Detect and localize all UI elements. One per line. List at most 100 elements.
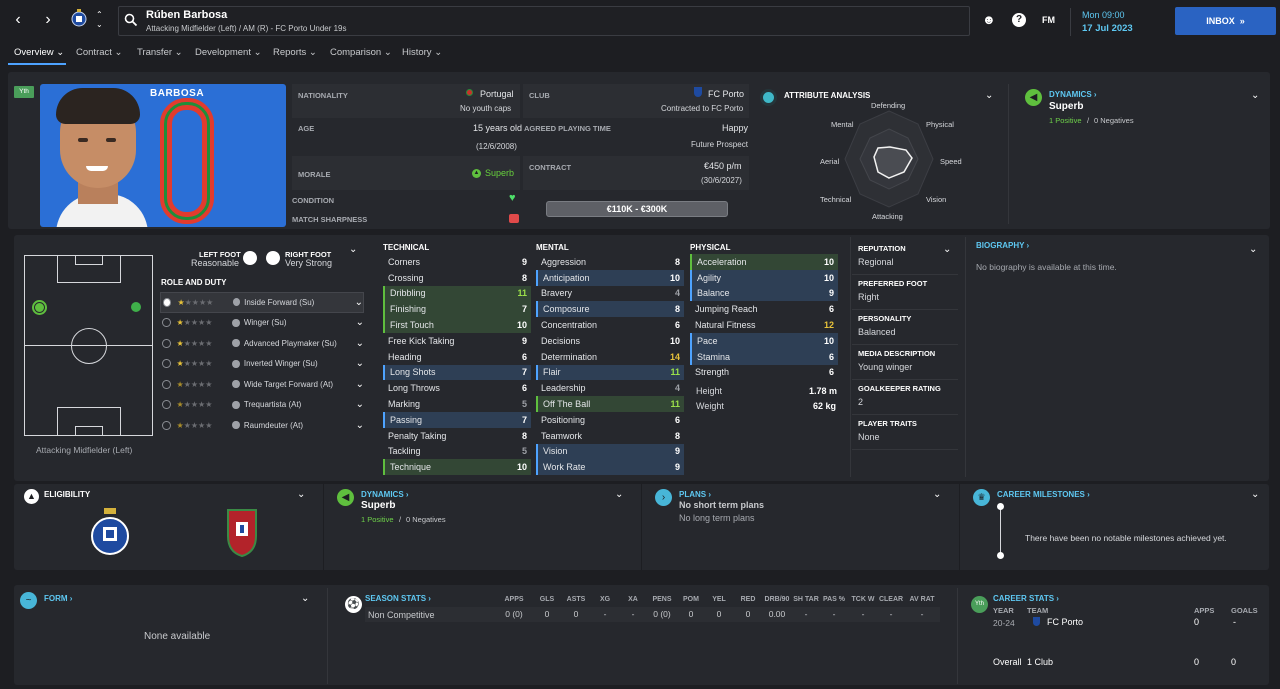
attribute-row-tackling[interactable]: Tackling 5 [383,444,531,460]
season-stat-header[interactable]: AV RAT [909,596,935,603]
attribute-row-first-touch[interactable]: First Touch 10 [383,317,531,333]
attribute-row-jumping-reach[interactable]: Jumping Reach 6 [690,301,838,317]
role-chevron-icon[interactable]: ⌄ [355,358,364,370]
season-stat-header[interactable]: PAS % [822,596,846,603]
season-stat-header[interactable]: CLEAR [878,596,904,603]
role-radio-icon[interactable] [162,359,171,369]
player-search-box[interactable] [118,6,970,36]
info-icon[interactable] [232,400,240,409]
feet-chevron-icon[interactable]: ⌄ [349,244,358,255]
tab-contract[interactable]: Contract ⌄ [76,47,123,58]
role-chevron-icon[interactable]: ⌄ [355,419,364,431]
role-row[interactable]: ★★★★★ Advanced Playmaker (Su) ⌄ [160,333,364,354]
plans-title[interactable]: PLANS › [679,490,712,499]
role-radio-icon[interactable] [162,400,171,410]
season-stat-header[interactable]: POM [683,596,699,603]
season-stat-header[interactable]: GLS [539,596,555,603]
info-icon[interactable] [232,339,240,348]
attribute-row-long-throws[interactable]: Long Throws 6 [383,380,531,396]
role-chevron-icon[interactable]: ⌄ [355,399,364,411]
attribute-row-strength[interactable]: Strength 6 [690,365,838,381]
info-icon[interactable] [232,318,240,327]
attribute-row-corners[interactable]: Corners 9 [383,254,531,270]
season-stat-header[interactable]: DRB/90 [764,596,790,603]
form-chevron-icon[interactable]: ⌄ [301,593,310,604]
club-value[interactable]: FC Porto [708,89,745,99]
attribute-row-marking[interactable]: Marking 5 [383,396,531,412]
forward-icon[interactable]: › [45,11,51,28]
help-icon[interactable]: ? [1012,13,1026,27]
attribute-row-balance[interactable]: Balance 9 [690,285,838,302]
fc-porto-crest-icon[interactable] [90,506,130,558]
role-radio-icon[interactable] [162,420,171,430]
season-stats-title[interactable]: SEASON STATS › [365,594,431,603]
attribute-row-bravery[interactable]: Bravery 4 [536,286,684,302]
attribute-row-crossing[interactable]: Crossing 8 [383,270,531,286]
role-radio-icon[interactable] [162,318,171,328]
attribute-row-off-the-ball[interactable]: Off The Ball 11 [536,396,684,412]
primary-position-marker[interactable] [32,300,47,315]
tab-overview[interactable]: Overview ⌄ [14,47,65,58]
season-stat-header[interactable]: SH TAR [793,596,819,603]
role-row[interactable]: ★★★★★ Wide Target Forward (At) ⌄ [160,374,364,395]
biography-title[interactable]: BIOGRAPHY › [976,241,1030,250]
attribute-row-work-rate[interactable]: Work Rate 9 [536,459,684,476]
role-radio-icon[interactable] [162,379,171,389]
season-stat-header[interactable]: XG [599,596,611,603]
fm-menu-button[interactable]: FM [1042,15,1055,25]
dynamics-top-title[interactable]: DYNAMICS › [1049,90,1097,99]
plans-chevron-icon[interactable]: ⌄ [933,489,942,500]
tab-transfer[interactable]: Transfer ⌄ [137,47,183,58]
form-title[interactable]: FORM › [44,594,73,603]
attribute-row-passing[interactable]: Passing 7 [383,411,531,428]
chevron-up-icon[interactable]: ⌃ [96,10,103,19]
role-chevron-icon[interactable]: ⌄ [355,317,364,329]
inbox-button[interactable]: INBOX » [1175,7,1276,35]
info-icon[interactable] [232,421,240,430]
season-stat-header[interactable]: RED [740,596,756,603]
career-milestones-title[interactable]: CAREER MILESTONES › [997,490,1090,499]
season-stat-header[interactable]: ASTS [566,596,586,603]
attribute-row-teamwork[interactable]: Teamwork 8 [536,428,684,444]
attribute-row-technique[interactable]: Technique 10 [383,459,531,476]
details-chevron-icon[interactable]: ⌄ [943,244,952,255]
season-stat-header[interactable]: YEL [712,596,726,603]
dynamics-mid-chevron-icon[interactable]: ⌄ [615,489,624,500]
info-icon[interactable] [232,298,241,307]
nationality-value[interactable]: Portugal [480,89,514,99]
date-display[interactable] [1070,8,1162,36]
attribute-row-determination[interactable]: Determination 14 [536,349,684,365]
role-chevron-icon[interactable]: ⌄ [355,378,364,390]
info-icon[interactable] [232,380,240,389]
attribute-row-finishing[interactable]: Finishing 7 [383,301,531,318]
season-stat-header[interactable]: APPS [504,596,524,603]
tab-development[interactable]: Development ⌄ [195,47,262,58]
secondary-position-marker[interactable] [131,302,141,312]
attribute-row-acceleration[interactable]: Acceleration 10 [690,254,838,270]
role-row[interactable]: ★★★★★ Inside Forward (Su) ⌄ [160,292,364,313]
tab-reports[interactable]: Reports ⌄ [273,47,317,58]
chevron-down-icon[interactable]: ⌄ [96,20,103,29]
tab-history[interactable]: History ⌄ [402,47,443,58]
season-stat-header[interactable]: TCK W [851,596,875,603]
eligibility-chevron-icon[interactable]: ⌄ [297,489,306,500]
career-team[interactable]: FC Porto [1047,617,1084,627]
role-row[interactable]: ★★★★★ Winger (Su) ⌄ [160,313,364,334]
back-icon[interactable]: ‹ [15,11,21,28]
attribute-row-natural-fitness[interactable]: Natural Fitness 12 [690,317,838,333]
attribute-row-aggression[interactable]: Aggression 8 [536,254,684,270]
portugal-fa-crest-icon[interactable] [222,506,262,558]
attribute-analysis-chevron-icon[interactable]: ⌄ [985,90,994,101]
role-row[interactable]: ★★★★★ Raumdeuter (At) ⌄ [160,415,364,436]
role-row[interactable]: ★★★★★ Inverted Winger (Su) ⌄ [160,354,364,375]
season-stat-header[interactable]: PENS [652,596,672,603]
club-crest-icon[interactable] [70,8,88,32]
role-radio-icon[interactable] [163,297,172,307]
season-stat-header[interactable]: XA [628,596,638,603]
tab-comparison[interactable]: Comparison ⌄ [330,47,392,58]
role-chevron-icon[interactable]: ⌄ [355,337,364,349]
attribute-row-penalty-taking[interactable]: Penalty Taking 8 [383,428,531,444]
attribute-row-concentration[interactable]: Concentration 6 [536,317,684,333]
attribute-row-dribbling[interactable]: Dribbling 11 [383,285,531,302]
detail-player-traits[interactable]: PLAYER TRAITS None [852,415,958,450]
